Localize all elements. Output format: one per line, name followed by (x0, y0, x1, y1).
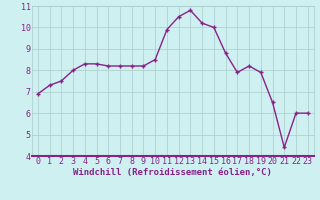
X-axis label: Windchill (Refroidissement éolien,°C): Windchill (Refroidissement éolien,°C) (73, 168, 272, 177)
